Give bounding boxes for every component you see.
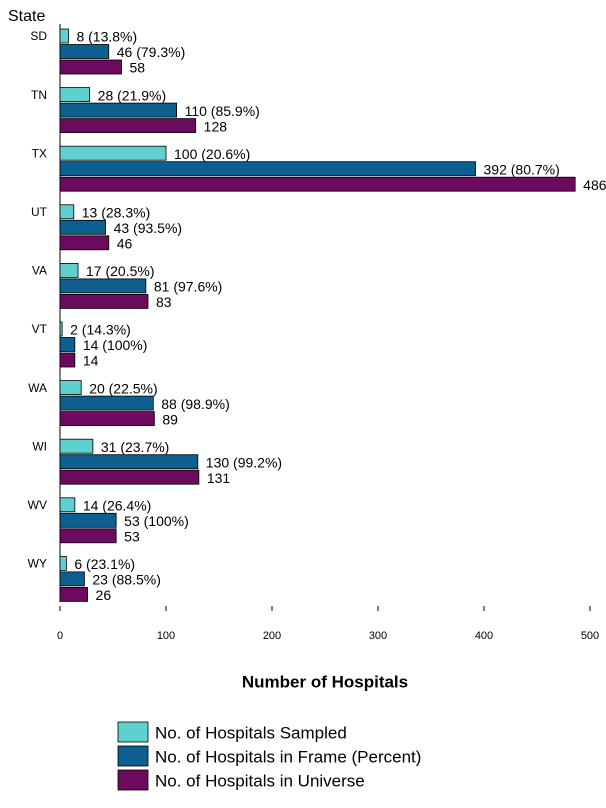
x-tick-label: 500 [581,630,599,642]
legend-label: No. of Hospitals Sampled [155,723,347,742]
value-label: 88 (98.9%) [161,396,229,412]
value-label: 14 (100%) [83,337,148,353]
bar [59,118,197,133]
bar [59,395,154,411]
bar [59,556,67,571]
bar [59,321,63,337]
value-label: 53 (100%) [124,513,189,529]
value-label: 83 [156,294,172,310]
bar [59,176,576,192]
value-label: 100 (20.6%) [174,146,250,162]
value-label: 128 [204,118,228,134]
y-tick-label: WA [28,381,47,395]
bar [59,337,76,352]
y-tick-label: SD [30,29,47,43]
y-tick-label: VA [32,264,47,278]
value-label: 8 (13.8%) [76,29,137,45]
x-tick-label: 300 [369,630,387,642]
x-tick-label: 0 [57,630,63,642]
bar [59,438,94,454]
y-tick-label: VT [32,322,48,336]
value-label: 26 [96,587,112,603]
value-label: 31 (23.7%) [101,439,169,455]
bar [59,528,117,544]
bar [59,59,122,75]
bar [59,512,117,528]
value-label: 130 (99.2%) [206,454,282,470]
value-label: 89 [162,411,178,427]
bar [59,44,110,59]
value-label: 20 (22.5%) [89,380,157,396]
bar [59,28,69,44]
bar [59,161,476,177]
value-label: 6 (23.1%) [74,556,135,572]
legend-swatch [117,769,149,791]
x-axis-title: Number of Hospitals [242,672,408,691]
bar [59,278,147,294]
bar [59,587,88,602]
value-label: 46 [117,236,133,252]
value-label: 14 (26.4%) [83,498,151,514]
value-label: 58 [129,60,145,76]
value-label: 110 (85.9%) [185,103,260,119]
bar [59,497,76,513]
legend-swatch [117,745,149,767]
value-label: 53 [124,529,140,545]
legend-label: No. of Hospitals in Universe [155,771,365,790]
bar [59,454,199,470]
bar [59,571,85,587]
bar [59,352,76,368]
bar [59,145,167,161]
y-tick-label: TX [32,146,47,160]
value-label: 46 (79.3%) [117,44,185,60]
value-label: 23 (88.5%) [92,572,160,588]
value-label: 486 [583,177,606,193]
value-label: 17 (20.5%) [86,263,154,279]
y-tick-label: WV [28,498,47,512]
value-label: 14 [83,353,99,369]
bar [59,235,110,251]
value-label: 43 (93.5%) [114,220,182,236]
x-tick-label: 100 [157,630,175,642]
legend-label: No. of Hospitals in Frame (Percent) [155,747,421,766]
y-tick-label: WY [28,557,47,571]
bar [59,262,79,278]
y-tick-label: UT [31,205,48,219]
y-axis-title: State [8,8,45,25]
bar [59,219,106,235]
bar [59,469,200,485]
bar [59,411,155,427]
bar [59,87,91,102]
bar [59,380,82,396]
value-label: 13 (28.3%) [82,205,150,221]
value-label: 131 [207,470,231,486]
value-label: 2 (14.3%) [70,322,131,338]
value-label: 81 (97.6%) [154,279,222,295]
bar [59,293,149,309]
legend-swatch [117,721,149,743]
value-label: 392 (80.7%) [484,161,560,177]
y-tick-label: WI [32,439,47,453]
x-tick-label: 200 [263,630,281,642]
value-label: 28 (21.9%) [98,87,166,103]
x-tick-label: 400 [475,630,493,642]
y-tick-label: TN [31,88,47,102]
bar [59,102,177,118]
bar [59,204,75,220]
